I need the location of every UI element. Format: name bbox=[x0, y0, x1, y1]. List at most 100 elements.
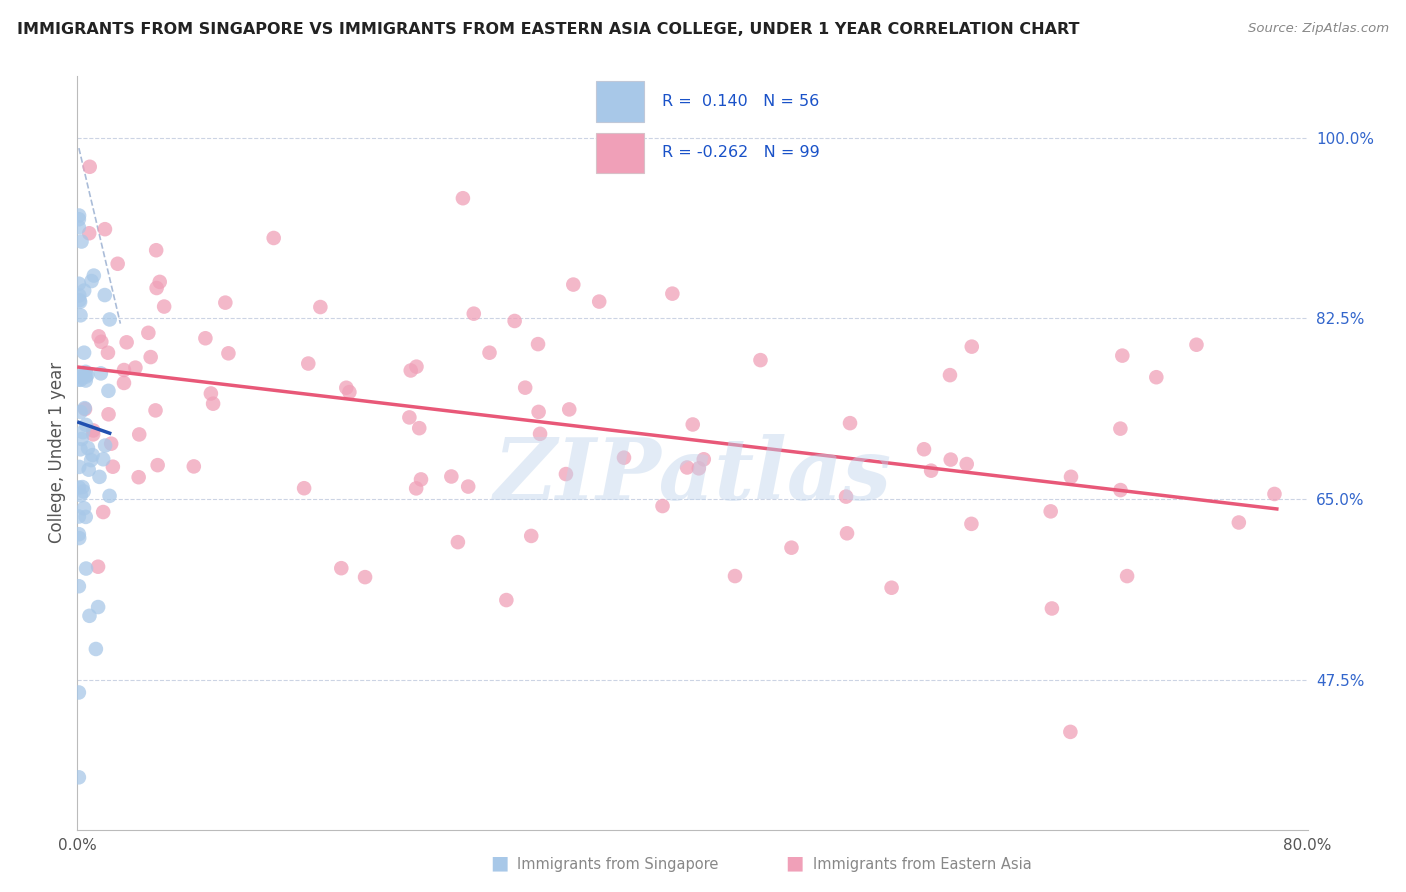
Point bbox=[405, 359, 427, 374]
Text: R =  0.140   N = 56: R = 0.140 N = 56 bbox=[662, 94, 820, 109]
Point bbox=[83, 268, 105, 283]
Point bbox=[69, 294, 91, 309]
Point bbox=[98, 489, 121, 503]
Point bbox=[70, 432, 93, 446]
Point bbox=[94, 438, 117, 452]
Point bbox=[263, 231, 285, 245]
Y-axis label: College, Under 1 year: College, Under 1 year bbox=[48, 362, 66, 543]
Point bbox=[214, 295, 236, 310]
Point bbox=[112, 376, 135, 390]
Point bbox=[780, 541, 803, 555]
Point bbox=[67, 770, 90, 784]
Point bbox=[73, 501, 96, 516]
Point bbox=[447, 535, 470, 549]
Point bbox=[399, 363, 422, 377]
Point bbox=[97, 345, 120, 359]
Point bbox=[1227, 516, 1250, 530]
Point bbox=[72, 425, 94, 439]
Point bbox=[145, 244, 167, 258]
Point bbox=[69, 308, 91, 322]
Point bbox=[297, 357, 319, 371]
Point bbox=[529, 426, 551, 441]
Point bbox=[80, 453, 103, 467]
Point bbox=[835, 526, 858, 541]
Point bbox=[73, 345, 96, 359]
Point bbox=[661, 286, 683, 301]
Point bbox=[960, 340, 983, 354]
Point bbox=[960, 516, 983, 531]
Point bbox=[101, 459, 124, 474]
Point bbox=[100, 436, 122, 450]
Point bbox=[67, 373, 90, 387]
Point bbox=[67, 481, 90, 495]
Point bbox=[75, 365, 97, 379]
Point bbox=[405, 482, 427, 496]
Text: IMMIGRANTS FROM SINGAPORE VS IMMIGRANTS FROM EASTERN ASIA COLLEGE, UNDER 1 YEAR : IMMIGRANTS FROM SINGAPORE VS IMMIGRANTS … bbox=[17, 22, 1080, 37]
Point bbox=[89, 470, 111, 484]
Point bbox=[69, 442, 91, 457]
Point bbox=[67, 579, 90, 593]
Point bbox=[398, 410, 420, 425]
Point bbox=[115, 335, 138, 350]
Text: ■: ■ bbox=[785, 854, 804, 872]
Point bbox=[90, 334, 112, 349]
Point bbox=[79, 608, 101, 623]
Point bbox=[676, 460, 699, 475]
Point bbox=[112, 363, 135, 377]
Point bbox=[527, 405, 550, 419]
Point bbox=[1185, 337, 1208, 351]
Point bbox=[613, 450, 636, 465]
Point bbox=[939, 368, 962, 383]
Point bbox=[69, 373, 91, 387]
Point bbox=[335, 381, 357, 395]
Point bbox=[67, 277, 90, 291]
Point bbox=[688, 461, 710, 475]
Point bbox=[90, 367, 112, 381]
Point bbox=[97, 384, 120, 398]
Point bbox=[495, 593, 517, 607]
Point bbox=[94, 288, 117, 302]
Point bbox=[87, 559, 110, 574]
Point bbox=[107, 257, 129, 271]
Point bbox=[337, 385, 360, 400]
Point bbox=[880, 581, 903, 595]
Point bbox=[69, 488, 91, 502]
Point bbox=[69, 293, 91, 307]
Point bbox=[217, 346, 239, 360]
Point bbox=[72, 484, 94, 499]
Point bbox=[956, 457, 979, 471]
Point bbox=[503, 314, 526, 328]
Point bbox=[183, 459, 205, 474]
Point bbox=[82, 448, 104, 462]
Point bbox=[835, 490, 858, 504]
Point bbox=[527, 337, 550, 351]
Point bbox=[128, 427, 150, 442]
Point bbox=[94, 222, 117, 236]
Point bbox=[70, 235, 93, 249]
Point bbox=[1109, 422, 1132, 436]
Point bbox=[1144, 370, 1167, 384]
Point bbox=[98, 312, 121, 326]
Point bbox=[682, 417, 704, 432]
Point bbox=[354, 570, 377, 584]
Point bbox=[91, 452, 114, 467]
Point bbox=[73, 401, 96, 416]
Point bbox=[145, 281, 167, 295]
Point bbox=[82, 424, 104, 438]
Point bbox=[138, 326, 160, 340]
Point bbox=[515, 381, 537, 395]
Point bbox=[75, 417, 97, 432]
Text: ZIPatlas: ZIPatlas bbox=[494, 434, 891, 517]
Point bbox=[408, 421, 430, 435]
Point bbox=[97, 407, 120, 421]
Point bbox=[330, 561, 353, 575]
Point bbox=[67, 209, 90, 223]
Bar bbox=[596, 133, 644, 173]
Point bbox=[87, 329, 110, 343]
Point bbox=[451, 191, 474, 205]
Point bbox=[839, 416, 862, 430]
Point bbox=[128, 470, 150, 484]
Point bbox=[75, 509, 97, 524]
Point bbox=[79, 160, 101, 174]
Point bbox=[75, 374, 97, 388]
